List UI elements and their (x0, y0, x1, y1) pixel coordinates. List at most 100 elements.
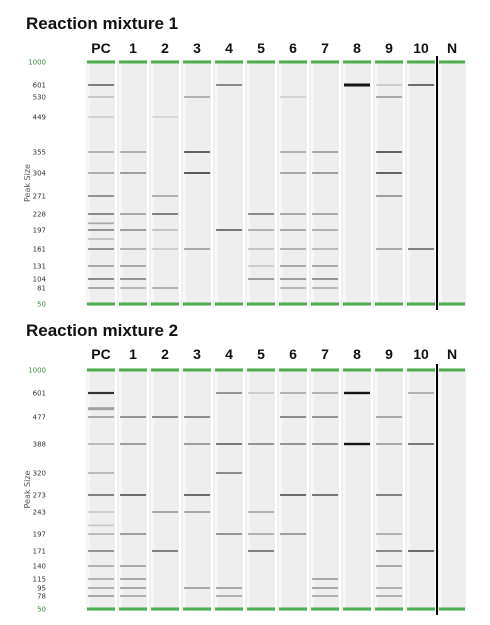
band (88, 533, 114, 535)
band (280, 287, 306, 289)
band (120, 565, 146, 567)
band (248, 533, 274, 535)
band (216, 84, 242, 86)
band (280, 533, 306, 535)
lane-separator (307, 60, 309, 306)
lane-separator (211, 368, 213, 611)
marker-band (183, 607, 211, 611)
lane-highlight (247, 60, 250, 306)
lane (311, 60, 339, 306)
lane (119, 368, 147, 611)
band (280, 392, 306, 394)
marker-band (215, 60, 243, 64)
tick-label: 271 (33, 193, 46, 201)
band (88, 238, 114, 240)
lane-highlight (119, 368, 122, 611)
tick-label: 197 (33, 531, 46, 539)
lane (279, 368, 307, 611)
lane (215, 368, 243, 611)
tick-label: 131 (33, 263, 46, 271)
band (184, 172, 210, 174)
band (216, 229, 242, 231)
marker-band (215, 607, 243, 611)
band (88, 407, 114, 411)
lane-label: PC (91, 346, 111, 362)
band (312, 416, 338, 418)
lane-separator (403, 368, 405, 611)
tick-label: 601 (33, 82, 46, 90)
band (120, 248, 146, 250)
lane-separator (371, 368, 373, 611)
tick-label: 50 (37, 606, 46, 614)
lane-label: N (446, 346, 458, 362)
band (184, 151, 210, 153)
lane-highlight (343, 368, 346, 611)
lane-separator (147, 368, 149, 611)
negative-lane-divider (436, 364, 438, 615)
band (88, 116, 114, 118)
band (88, 472, 114, 474)
band (312, 287, 338, 289)
marker-band (375, 60, 403, 64)
lane (407, 368, 435, 611)
marker-band (183, 302, 211, 306)
band (248, 511, 274, 513)
tick-label: 1000 (28, 59, 46, 67)
lane-highlight (407, 368, 410, 611)
band (376, 595, 402, 597)
lane-highlight (183, 60, 186, 306)
lane-separator (179, 368, 181, 611)
band (376, 96, 402, 98)
marker-band (375, 302, 403, 306)
tick-label: 171 (33, 548, 46, 556)
band (280, 416, 306, 418)
lane-highlight (183, 368, 186, 611)
band (408, 248, 434, 250)
marker-band (343, 607, 371, 611)
band (120, 287, 146, 289)
lane-highlight (311, 60, 314, 306)
tick-label: 161 (33, 246, 46, 254)
band (280, 151, 306, 153)
marker-band (407, 60, 435, 64)
marker-band (151, 302, 179, 306)
band (88, 278, 114, 280)
lane-separator (339, 368, 341, 611)
lane-label: 10 (413, 346, 429, 362)
tick-label: 81 (37, 285, 46, 293)
marker-band (87, 368, 115, 372)
band (88, 84, 114, 86)
lane-label: N (446, 40, 458, 56)
band (88, 172, 114, 174)
band (152, 511, 178, 513)
lane-separator (371, 60, 373, 306)
lane-highlight (87, 368, 90, 611)
marker-band (87, 60, 115, 64)
band (120, 587, 146, 589)
band (376, 443, 402, 445)
lane (439, 60, 465, 306)
band (152, 248, 178, 250)
lane-label: 2 (161, 40, 169, 56)
marker-band (279, 607, 307, 611)
band (248, 443, 274, 445)
band (120, 533, 146, 535)
band (312, 587, 338, 589)
band (152, 213, 178, 215)
lane-highlight (279, 60, 282, 306)
band (280, 213, 306, 215)
lane-highlight (247, 368, 250, 611)
marker-band (183, 368, 211, 372)
panel-title: Reaction mixture 1 (26, 14, 179, 33)
band (120, 265, 146, 267)
band (280, 96, 306, 98)
band (280, 172, 306, 174)
band (312, 265, 338, 267)
band (376, 550, 402, 552)
marker-band (343, 302, 371, 306)
marker-band (343, 368, 371, 372)
band (88, 587, 114, 589)
marker-band (151, 368, 179, 372)
marker-band (119, 60, 147, 64)
lane-highlight (311, 368, 314, 611)
